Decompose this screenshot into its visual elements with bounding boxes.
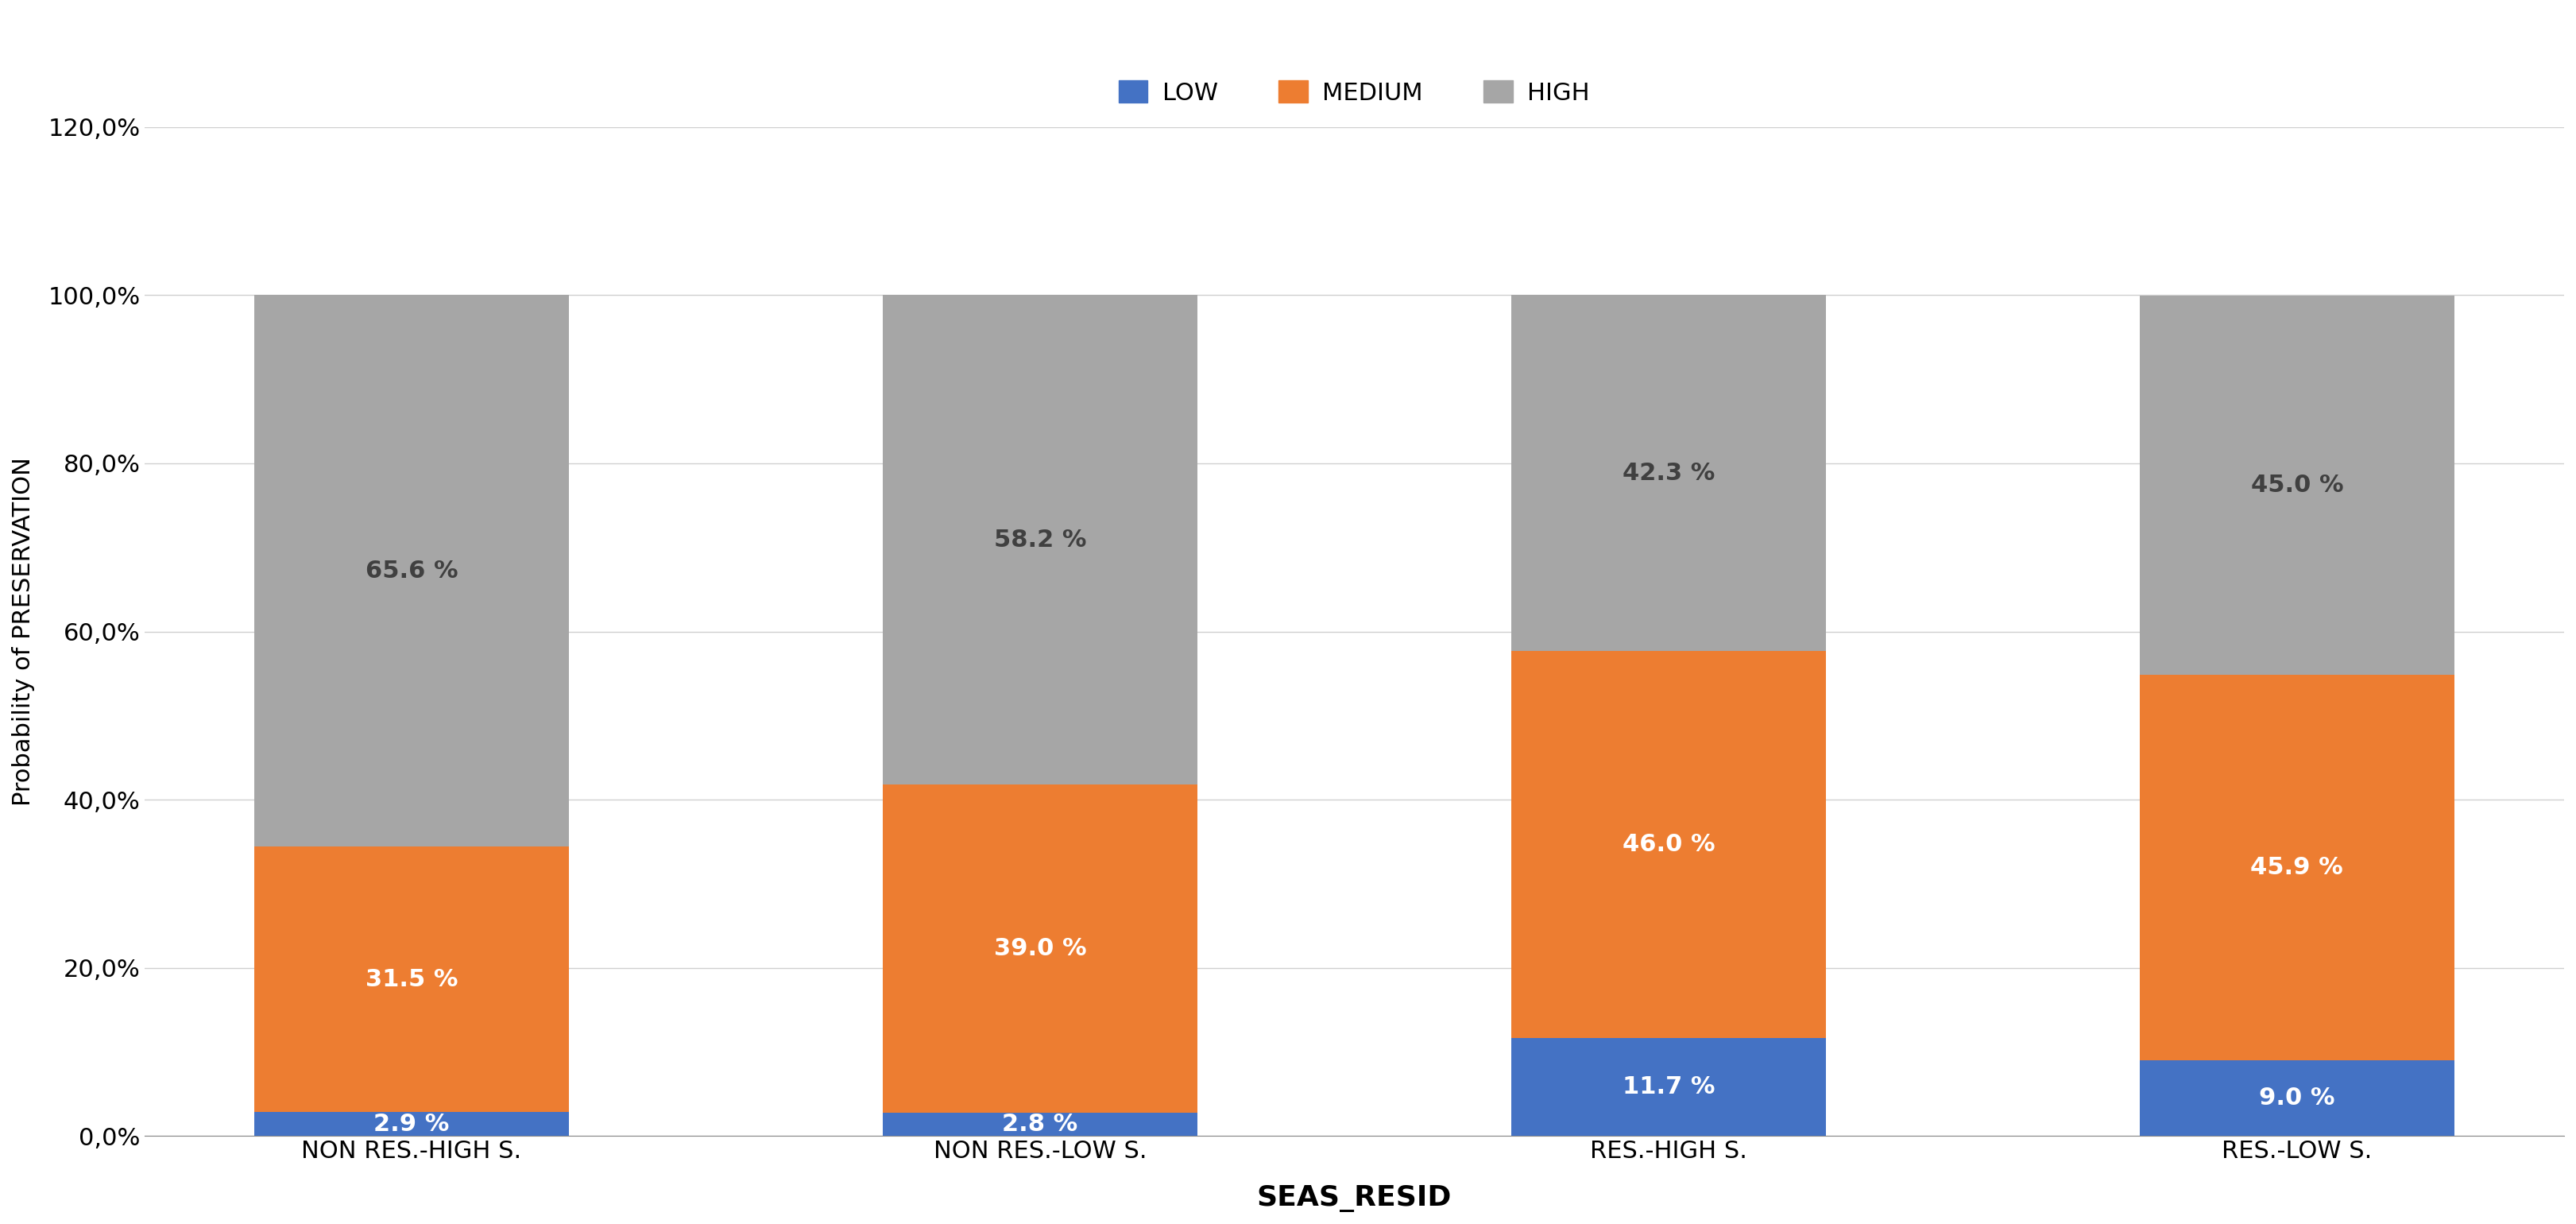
Text: 2.9 %: 2.9 % xyxy=(374,1113,448,1136)
Bar xyxy=(255,295,569,847)
Text: 45.9 %: 45.9 % xyxy=(2251,856,2344,879)
Text: 46.0 %: 46.0 % xyxy=(1623,832,1716,856)
Text: 45.0 %: 45.0 % xyxy=(2251,474,2344,497)
Bar xyxy=(884,1113,1198,1136)
Legend: LOW, MEDIUM, HIGH: LOW, MEDIUM, HIGH xyxy=(1108,69,1602,116)
Bar xyxy=(2141,1060,2455,1136)
Bar xyxy=(1512,1038,1826,1136)
X-axis label: SEAS_RESID: SEAS_RESID xyxy=(1257,1185,1453,1212)
Bar xyxy=(884,295,1198,785)
Bar xyxy=(255,1111,569,1136)
Text: 11.7 %: 11.7 % xyxy=(1623,1076,1716,1098)
Bar xyxy=(2141,296,2455,674)
Bar xyxy=(2141,674,2455,1060)
Text: 2.8 %: 2.8 % xyxy=(1002,1113,1077,1136)
Text: 31.5 %: 31.5 % xyxy=(366,968,459,990)
Bar xyxy=(255,847,569,1111)
Text: 42.3 %: 42.3 % xyxy=(1623,461,1716,485)
Y-axis label: Probability of PRESERVATION: Probability of PRESERVATION xyxy=(13,457,36,805)
Text: 9.0 %: 9.0 % xyxy=(2259,1087,2334,1110)
Text: 39.0 %: 39.0 % xyxy=(994,938,1087,960)
Bar xyxy=(1512,295,1826,651)
Bar xyxy=(884,785,1198,1113)
Bar xyxy=(1512,651,1826,1038)
Text: 58.2 %: 58.2 % xyxy=(994,529,1087,551)
Text: 65.6 %: 65.6 % xyxy=(366,559,459,583)
